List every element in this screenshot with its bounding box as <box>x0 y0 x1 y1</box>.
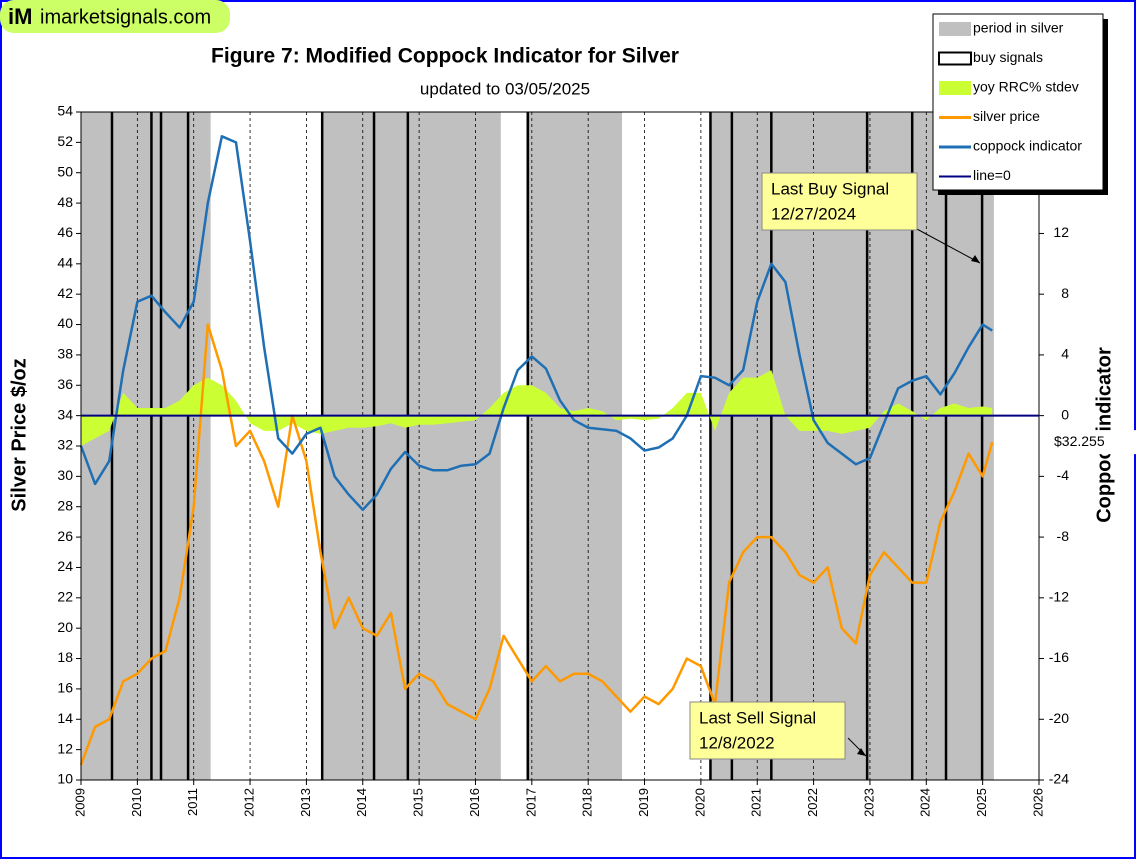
y-tick-label: 42 <box>57 285 73 301</box>
y-tick-label: 46 <box>57 224 73 240</box>
y-tick-label: 30 <box>57 467 73 483</box>
y-tick-label: 54 <box>57 103 73 119</box>
y-tick-label: 18 <box>57 649 73 665</box>
y-tick-label: 50 <box>57 163 73 179</box>
y-tick-label: 38 <box>57 346 73 362</box>
y-axis-label: Silver Price $/oz <box>8 358 30 511</box>
annotation-text: 12/8/2022 <box>699 733 775 752</box>
y2-tick-label: -16 <box>1049 649 1069 665</box>
x-tick-label: 2017 <box>523 788 538 817</box>
period-band <box>81 112 211 780</box>
period-band <box>323 112 501 780</box>
chart-title: Figure 7: Modified Coppock Indicator for… <box>211 45 679 68</box>
y2-tick-label: -20 <box>1049 710 1069 726</box>
y-tick-label: 28 <box>57 497 73 513</box>
x-tick-label: 2022 <box>805 788 820 817</box>
chart-subtitle: updated to 03/05/2025 <box>420 79 590 98</box>
y2-tick-label: 4 <box>1061 346 1069 362</box>
y-tick-label: 16 <box>57 680 73 696</box>
y-tick-label: 36 <box>57 376 73 392</box>
legend-label: period in silver <box>973 20 1064 36</box>
y-tick-label: 24 <box>57 558 73 574</box>
annotation-text: Last Sell Signal <box>699 708 816 727</box>
x-tick-label: 2016 <box>467 788 482 817</box>
x-tick-label: 2023 <box>861 788 876 817</box>
legend-label: coppock indicator <box>973 138 1082 154</box>
annotation-text: 12/27/2024 <box>771 204 856 223</box>
x-tick-label: 2020 <box>692 788 707 817</box>
annotation-arrow <box>914 227 981 264</box>
x-tick-label: 2009 <box>72 788 87 817</box>
x-tick-label: 2015 <box>411 788 426 817</box>
legend-label: yoy RRC% stdev <box>973 79 1079 95</box>
x-tick-label: 2026 <box>1030 788 1045 817</box>
y-tick-label: 48 <box>57 194 73 210</box>
x-tick-label: 2012 <box>241 788 256 817</box>
x-tick-label: 2019 <box>636 788 651 817</box>
y-tick-label: 10 <box>57 771 73 787</box>
annotation-box <box>689 701 846 760</box>
y-tick-label: 12 <box>57 740 73 756</box>
x-tick-label: 2024 <box>918 788 933 817</box>
annotation-text: Last Buy Signal <box>771 179 889 198</box>
y-tick-label: 40 <box>57 315 73 331</box>
logo-mark: iM <box>8 4 32 29</box>
stdev-area <box>81 370 993 446</box>
y2-tick-label: 12 <box>1053 224 1069 240</box>
y2-tick-label: -4 <box>1057 467 1070 483</box>
y-tick-label: 26 <box>57 528 73 544</box>
legend-label: buy signals <box>973 49 1043 65</box>
legend <box>932 13 1104 191</box>
y-tick-label: 34 <box>57 406 73 422</box>
y-tick-label: 52 <box>57 133 73 149</box>
y2-tick-label: 0 <box>1061 406 1069 422</box>
y2-tick-label: 8 <box>1061 285 1069 301</box>
y2-tick-label: -8 <box>1057 528 1070 544</box>
logo-badge <box>0 0 230 33</box>
y-tick-label: 32 <box>57 437 73 453</box>
y-tick-label: 14 <box>57 710 73 726</box>
x-tick-label: 2025 <box>974 788 989 817</box>
x-tick-label: 2013 <box>298 788 313 817</box>
legend-swatch <box>939 22 971 36</box>
price-label-box <box>1052 430 1136 455</box>
legend-label: silver price <box>973 108 1040 124</box>
legend-swatch <box>939 81 971 95</box>
period-band <box>526 112 622 780</box>
series-line <box>79 135 993 512</box>
y-tick-label: 22 <box>57 589 73 605</box>
legend-label: line=0 <box>973 167 1011 183</box>
logo-text: imarketsignals.com <box>40 6 211 28</box>
x-tick-label: 2011 <box>185 788 200 816</box>
x-tick-label: 2010 <box>129 788 144 817</box>
arrow-head <box>971 255 980 263</box>
x-tick-label: 2018 <box>580 788 595 817</box>
annotation-box <box>761 172 918 231</box>
y-tick-label: 44 <box>57 255 73 271</box>
legend-swatch <box>938 51 972 66</box>
y2-tick-label: -12 <box>1049 589 1069 605</box>
arrow-head <box>857 748 866 756</box>
y-tick-label: 20 <box>57 619 73 635</box>
x-tick-label: 2014 <box>354 788 369 817</box>
x-tick-label: 2021 <box>749 788 764 817</box>
series-line <box>79 323 994 766</box>
price-label: $32.255 <box>1054 433 1105 449</box>
y2-tick-label: -24 <box>1049 771 1069 787</box>
